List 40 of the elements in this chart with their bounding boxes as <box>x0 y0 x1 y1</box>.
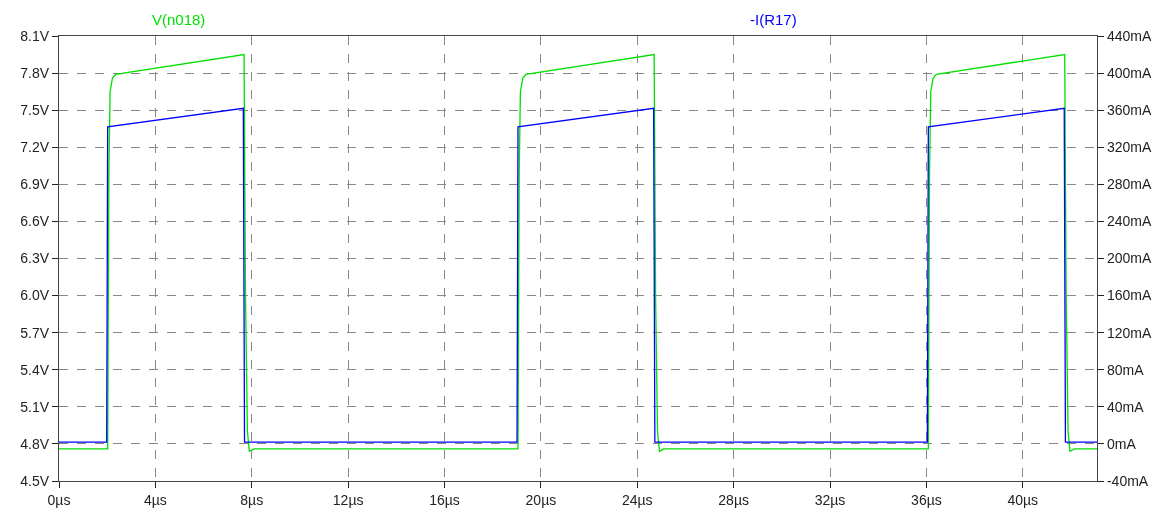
y-tick-label: 5.4V <box>20 361 50 378</box>
y2-tick-label: 160mA <box>1106 287 1152 304</box>
x-tick-label: 28µs <box>718 491 749 508</box>
y2-tick-label: 400mA <box>1106 64 1152 81</box>
x-tick-label: 16µs <box>429 491 460 508</box>
y-tick-label: 8.1V <box>20 27 50 44</box>
y-tick-label: 6.0V <box>20 287 50 304</box>
x-tick-label: 8µs <box>240 491 264 508</box>
y2-tick-label: 200mA <box>1106 250 1152 267</box>
y-tick-label: 6.9V <box>20 176 50 193</box>
y-tick-label: 4.8V <box>20 435 50 452</box>
x-tick-label: 0µs <box>47 491 71 508</box>
x-tick-label: 20µs <box>525 491 557 508</box>
y2-tick-label: 280mA <box>1106 176 1152 193</box>
y-tick-label: 5.1V <box>20 398 50 415</box>
y-tick-label: 6.6V <box>20 213 50 230</box>
y-tick-label: 4.5V <box>20 472 50 489</box>
x-tick-label: 12µs <box>332 491 364 508</box>
text: -I(R17) <box>750 11 797 28</box>
y2-tick-label: 320mA <box>1106 139 1152 156</box>
x-tick-label: 24µs <box>621 491 653 508</box>
y2-tick-label: 0mA <box>1106 435 1137 452</box>
y-tick-label: 7.5V <box>20 102 50 119</box>
x-tick-label: 40µs <box>1007 491 1039 508</box>
line-series <box>59 53 1097 452</box>
x-tick-label: 32µs <box>814 491 846 508</box>
y2-tick-label: 440mA <box>1106 27 1152 44</box>
y-tick-label: 5.7V <box>20 324 50 341</box>
y-tick-label: 7.8V <box>20 64 50 81</box>
y2-tick-label: 80mA <box>1106 361 1145 378</box>
x-tick-label: 4µs <box>143 491 167 508</box>
y2-tick-label: 40mA <box>1106 398 1145 415</box>
y-tick-label: 6.3V <box>20 250 50 267</box>
y2-tick-label: -40mA <box>1106 472 1149 489</box>
y2-tick-label: 360mA <box>1106 102 1152 119</box>
x-tick-label: 36µs <box>911 491 942 508</box>
y2-tick-label: 120mA <box>1106 324 1152 341</box>
y-tick-label: 7.2V <box>20 139 50 156</box>
text: V(n018) <box>152 11 206 28</box>
y2-tick-label: 240mA <box>1106 213 1152 230</box>
